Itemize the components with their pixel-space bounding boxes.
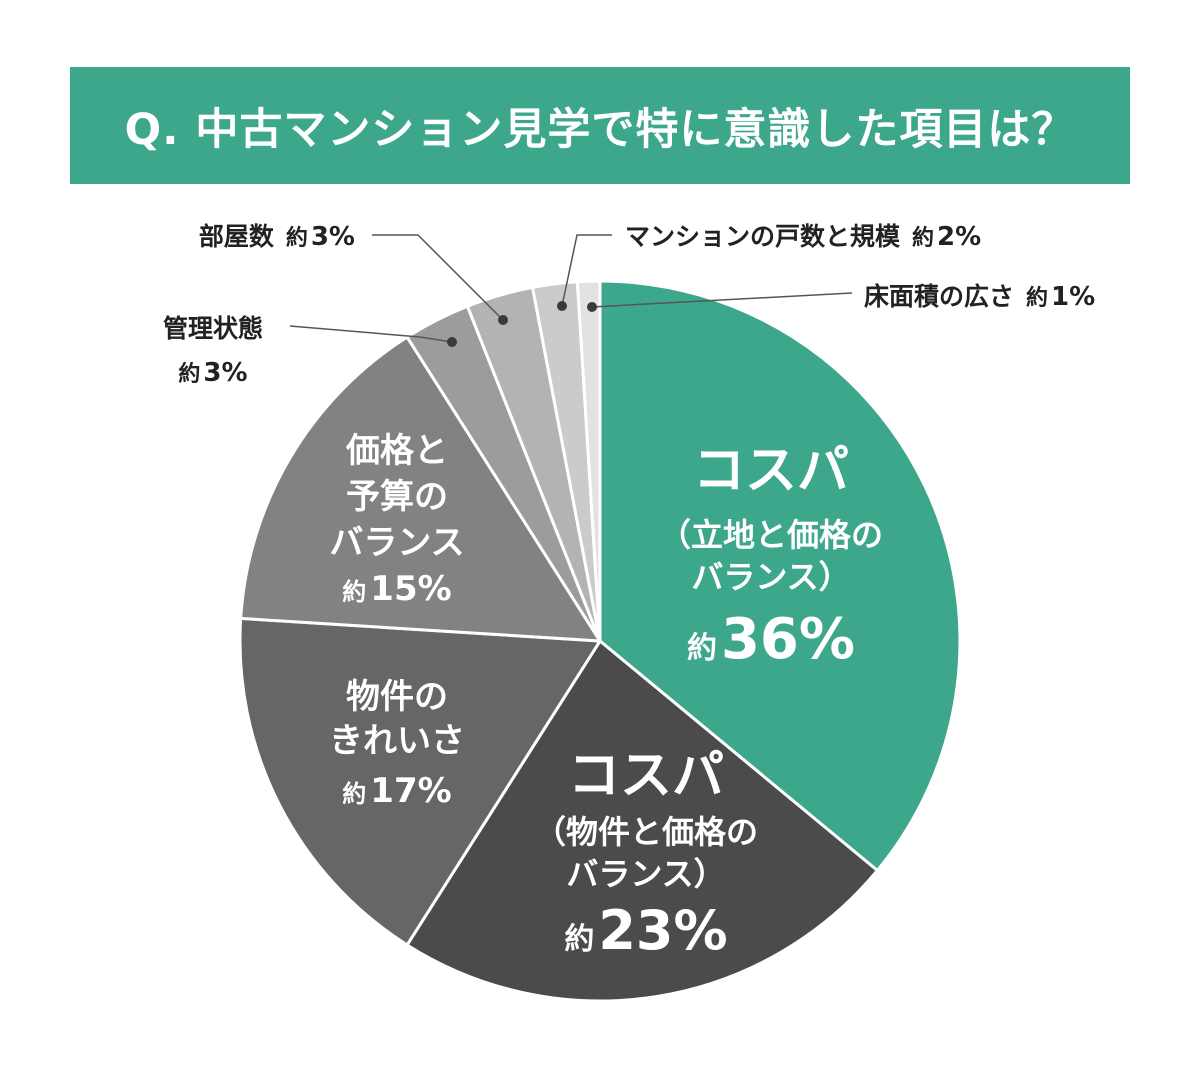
slice-label-line: バランス） bbox=[691, 558, 850, 596]
slice-label-line: 物件の bbox=[346, 677, 448, 717]
title-banner: Q. 中古マンション見学で特に意識した項目は？ bbox=[70, 67, 1130, 184]
slice-label-line: （立地と価格の bbox=[659, 516, 883, 554]
pie-slice-2 bbox=[238, 616, 602, 947]
label-text: 部屋数 bbox=[199, 222, 275, 251]
slice-label-line: バランス bbox=[329, 523, 464, 563]
value-prefix: 約 bbox=[564, 922, 594, 957]
slice-label-line: 予算の bbox=[346, 477, 448, 517]
chart-title: Q. 中古マンション見学で特に意識した項目は？ bbox=[124, 104, 1076, 155]
slice-label-line: コスパ bbox=[568, 746, 724, 806]
leader-dot-7 bbox=[587, 302, 597, 312]
slice-label-line: きれいさ bbox=[329, 721, 465, 761]
slice-value-label: 約36% bbox=[687, 607, 855, 672]
pie-slice-7 bbox=[575, 279, 602, 643]
slice-value-label: 約 15% bbox=[342, 569, 451, 609]
pie-slice-3 bbox=[239, 335, 602, 643]
value-prefix: 約 bbox=[912, 225, 934, 251]
value-prefix: 約 bbox=[342, 780, 366, 808]
value-prefix: 約 bbox=[1026, 285, 1048, 311]
value-prefix: 約 bbox=[178, 361, 200, 387]
slice-value-label: 約 17% bbox=[342, 771, 451, 811]
leader-dot-6 bbox=[557, 301, 567, 311]
slice-label-6: マンションの戸数と規模約 2% bbox=[625, 222, 981, 252]
slice-value-label: 約23% bbox=[564, 899, 727, 962]
slice-label-line: （物件と価格の bbox=[534, 813, 758, 851]
pie-slice-0 bbox=[598, 279, 962, 872]
slice-value-label: 約 3% bbox=[178, 358, 247, 388]
leader-dot-5 bbox=[498, 315, 508, 325]
slice-label-line: コスパ bbox=[693, 441, 849, 501]
leader-line-7 bbox=[591, 292, 853, 308]
slice-label-5: 部屋数約 3% bbox=[199, 222, 355, 252]
value-number: 3% bbox=[203, 358, 247, 388]
leader-line-5 bbox=[372, 234, 504, 321]
value-number: 17% bbox=[370, 771, 451, 811]
label-text: マンションの戸数と規模 bbox=[625, 222, 901, 251]
value-number: 3% bbox=[311, 222, 355, 252]
value-number: 36% bbox=[721, 607, 855, 672]
pie-slice-1 bbox=[405, 639, 879, 1003]
value-prefix: 約 bbox=[342, 578, 366, 606]
slice-label-line: マンションの戸数と規模約 2% bbox=[625, 222, 981, 252]
value-number: 15% bbox=[370, 569, 451, 609]
value-number: 2% bbox=[937, 222, 981, 252]
slice-label-7: 床面積の広さ約 1% bbox=[864, 282, 1095, 312]
value-prefix: 約 bbox=[687, 631, 717, 666]
value-number: 23% bbox=[598, 899, 727, 962]
leader-line-6 bbox=[561, 234, 612, 307]
slice-label-line: 管理状態 bbox=[163, 314, 263, 343]
leader-line-4 bbox=[289, 325, 453, 343]
label-text: 床面積の広さ bbox=[864, 282, 1014, 311]
slice-label-line: 床面積の広さ約 1% bbox=[864, 282, 1095, 312]
slice-label-line: バランス） bbox=[566, 855, 725, 893]
value-number: 1% bbox=[1051, 282, 1095, 312]
leader-dot-4 bbox=[447, 337, 457, 347]
slice-label-line: 価格と bbox=[345, 431, 448, 471]
slice-label-line: 部屋数約 3% bbox=[199, 222, 355, 252]
value-prefix: 約 bbox=[286, 225, 308, 251]
